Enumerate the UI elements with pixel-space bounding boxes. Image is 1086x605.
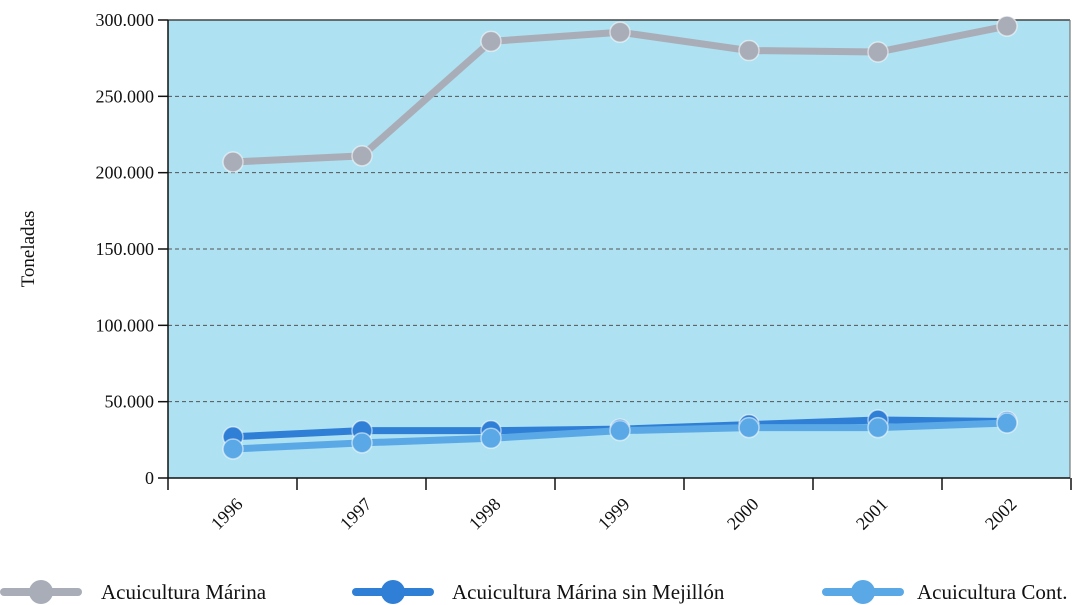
data-point bbox=[480, 427, 502, 450]
y-tick-label: 0 bbox=[145, 468, 154, 488]
y-tick-label: 50.000 bbox=[105, 392, 155, 412]
data-point bbox=[996, 412, 1018, 434]
legend-label: Acuicultura Márina bbox=[101, 580, 267, 604]
data-point bbox=[222, 438, 244, 460]
data-point bbox=[738, 416, 760, 439]
x-tick-label: 2002 bbox=[981, 494, 1021, 534]
series-3 bbox=[222, 412, 1018, 460]
legend: Acuicultura Márina Acuicultura Márina sin… bbox=[0, 580, 1067, 604]
data-point bbox=[738, 39, 760, 62]
x-tick-label: 2000 bbox=[723, 494, 763, 534]
data-point bbox=[609, 419, 631, 442]
x-tick-label: 1997 bbox=[336, 494, 376, 534]
data-point bbox=[609, 21, 631, 43]
legend-item: Acuicultura Márina sin Mejillón bbox=[352, 580, 725, 604]
y-tick-label: 100.000 bbox=[96, 315, 155, 335]
legend-item: Acuicultura Márina bbox=[0, 580, 267, 604]
data-point bbox=[867, 416, 889, 439]
legend-swatch-marker bbox=[851, 580, 875, 604]
data-point bbox=[351, 145, 373, 167]
data-point bbox=[996, 15, 1018, 37]
x-tick-label: 2001 bbox=[852, 494, 892, 534]
data-point bbox=[867, 41, 889, 63]
x-tick-label: 1996 bbox=[207, 494, 247, 534]
x-tick-labels: 1996 1997 1998 1999 2000 2001 2002 bbox=[207, 494, 1021, 534]
y-tick-label: 200.000 bbox=[96, 163, 155, 183]
gridlines bbox=[168, 95, 1070, 403]
data-point bbox=[480, 30, 502, 53]
y-tick-label: 300.000 bbox=[96, 10, 155, 30]
legend-swatch-marker bbox=[29, 580, 53, 604]
x-tick-label: 1998 bbox=[465, 494, 505, 534]
series-1 bbox=[222, 15, 1018, 173]
data-point bbox=[222, 151, 244, 173]
x-tick-label: 1999 bbox=[594, 494, 634, 534]
legend-label: Acuicultura Márina sin Mejillón bbox=[452, 580, 725, 604]
legend-item: Acuicultura Cont. bbox=[822, 580, 1067, 604]
axes bbox=[158, 19, 1072, 490]
data-point bbox=[351, 432, 373, 454]
series-layer bbox=[222, 15, 1018, 460]
y-tick-labels: 0 50.000 100.000 150.000 200.000 250.000 300.0… bbox=[96, 10, 155, 488]
legend-label: Acuicultura Cont. bbox=[917, 580, 1067, 604]
y-axis-title: Toneladas bbox=[18, 211, 39, 288]
legend-swatch-marker bbox=[381, 580, 405, 604]
y-tick-label: 150.000 bbox=[96, 239, 155, 259]
y-tick-label: 250.000 bbox=[96, 86, 155, 106]
